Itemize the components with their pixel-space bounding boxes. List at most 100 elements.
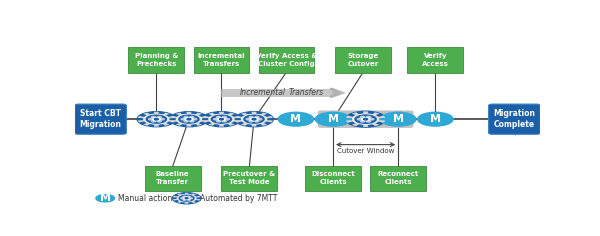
Circle shape: [179, 115, 199, 123]
Circle shape: [252, 118, 256, 120]
Text: Incremental
Transfers: Incremental Transfers: [197, 53, 245, 67]
Circle shape: [217, 116, 220, 118]
FancyBboxPatch shape: [305, 165, 361, 191]
Circle shape: [370, 118, 374, 120]
Text: M: M: [392, 114, 404, 124]
Circle shape: [367, 116, 371, 118]
Circle shape: [380, 112, 416, 126]
Circle shape: [244, 115, 264, 123]
Wedge shape: [221, 116, 240, 119]
Text: M: M: [100, 193, 111, 203]
Circle shape: [185, 198, 188, 199]
Text: Manual actions: Manual actions: [118, 194, 176, 203]
Circle shape: [202, 112, 241, 127]
Circle shape: [146, 115, 166, 123]
Circle shape: [223, 120, 226, 122]
Circle shape: [246, 118, 250, 120]
Circle shape: [184, 120, 188, 122]
Wedge shape: [154, 112, 159, 119]
Wedge shape: [352, 112, 365, 119]
Circle shape: [358, 118, 362, 120]
Wedge shape: [189, 113, 202, 119]
FancyBboxPatch shape: [407, 47, 463, 73]
Wedge shape: [176, 113, 189, 119]
Circle shape: [217, 120, 220, 122]
Circle shape: [170, 112, 208, 127]
Circle shape: [361, 116, 365, 118]
Circle shape: [258, 118, 262, 120]
Text: Verify Access &
Cluster Config: Verify Access & Cluster Config: [256, 53, 317, 67]
Wedge shape: [154, 119, 159, 127]
Circle shape: [187, 196, 190, 197]
Wedge shape: [346, 119, 365, 123]
Wedge shape: [157, 116, 175, 119]
FancyBboxPatch shape: [221, 89, 333, 97]
Circle shape: [181, 198, 184, 199]
Circle shape: [152, 118, 160, 121]
Wedge shape: [185, 193, 188, 198]
Wedge shape: [187, 196, 200, 198]
Circle shape: [418, 112, 453, 126]
Text: Start CBT
Migration: Start CBT Migration: [80, 109, 122, 129]
Wedge shape: [177, 194, 187, 198]
Circle shape: [235, 112, 273, 127]
Circle shape: [137, 112, 176, 127]
Circle shape: [250, 118, 258, 121]
Circle shape: [184, 116, 188, 118]
Wedge shape: [254, 116, 273, 119]
Circle shape: [249, 116, 253, 118]
Text: Storage
Cutover: Storage Cutover: [347, 53, 379, 67]
Circle shape: [220, 118, 223, 120]
Text: Disconnect
Clients: Disconnect Clients: [311, 172, 355, 185]
Circle shape: [223, 116, 226, 118]
Wedge shape: [241, 113, 254, 119]
Circle shape: [209, 114, 234, 124]
FancyBboxPatch shape: [128, 47, 184, 73]
Text: Migration
Complete: Migration Complete: [493, 109, 535, 129]
Text: Reconnect
Clients: Reconnect Clients: [377, 172, 419, 185]
FancyBboxPatch shape: [75, 104, 127, 134]
Wedge shape: [187, 198, 196, 203]
Text: Baseline
Transfer: Baseline Transfer: [156, 172, 190, 185]
Wedge shape: [173, 198, 187, 201]
Circle shape: [355, 115, 376, 123]
Text: Planning &
Prechecks: Planning & Prechecks: [134, 53, 178, 67]
Text: M: M: [430, 114, 441, 124]
Wedge shape: [221, 113, 235, 119]
Text: Precutover &
Test Mode: Precutover & Test Mode: [223, 172, 275, 185]
Circle shape: [96, 195, 115, 202]
Wedge shape: [186, 112, 191, 119]
Circle shape: [190, 116, 194, 118]
Circle shape: [151, 120, 155, 122]
Circle shape: [241, 114, 266, 124]
Wedge shape: [219, 119, 224, 127]
Circle shape: [157, 120, 161, 122]
Wedge shape: [251, 119, 257, 127]
Wedge shape: [208, 113, 221, 119]
Circle shape: [157, 116, 161, 118]
Circle shape: [190, 120, 194, 122]
Wedge shape: [254, 119, 273, 122]
Wedge shape: [186, 119, 191, 127]
Circle shape: [179, 195, 194, 201]
Circle shape: [211, 115, 232, 123]
Circle shape: [183, 199, 186, 200]
Wedge shape: [187, 194, 196, 198]
Circle shape: [352, 114, 379, 124]
Wedge shape: [137, 116, 157, 119]
Wedge shape: [189, 116, 208, 119]
Circle shape: [176, 114, 202, 124]
Polygon shape: [333, 89, 345, 97]
Wedge shape: [170, 116, 189, 119]
Wedge shape: [176, 119, 189, 126]
Text: Incremental: Incremental: [240, 88, 286, 97]
Wedge shape: [352, 119, 365, 126]
Wedge shape: [241, 119, 254, 126]
Wedge shape: [254, 113, 267, 119]
Circle shape: [181, 118, 185, 120]
Wedge shape: [187, 198, 200, 201]
Circle shape: [151, 116, 155, 118]
Wedge shape: [173, 196, 187, 198]
Circle shape: [316, 112, 351, 126]
Wedge shape: [221, 119, 235, 126]
